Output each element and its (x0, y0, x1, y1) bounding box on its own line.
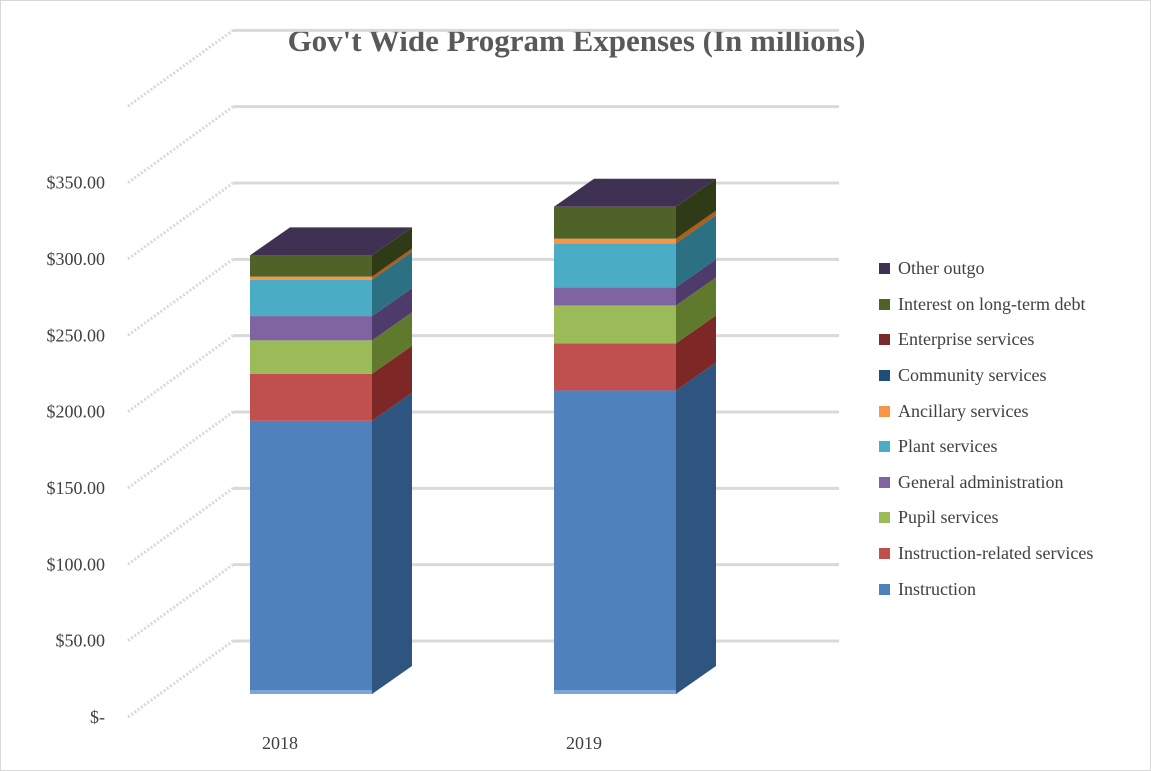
y-tick-label: $50.00 (56, 631, 106, 651)
y-tick-label: $- (90, 707, 105, 727)
bar-segment-2019-ancillary-services-side (676, 210, 716, 244)
legend-label: Instruction-related services (898, 543, 1094, 564)
legend-label: Pupil services (898, 507, 999, 528)
legend-swatch (879, 263, 890, 275)
bar-segment-2019-general-administration-side (676, 259, 716, 306)
legend-item: Other outgo (879, 251, 1149, 287)
bar-segment-2019-instruction (554, 390, 676, 694)
bar-segment-2018-interest-on-long-term-debt (250, 255, 372, 277)
legend-swatch (879, 405, 890, 417)
legend-label: Community services (898, 365, 1047, 386)
legend-swatch (879, 370, 890, 382)
bar-segment-2018-instruction (250, 420, 372, 694)
legend-label: Ancillary services (898, 400, 1029, 421)
gridline-side (127, 487, 234, 566)
gridline-side (127, 410, 234, 490)
bar-segment-2019-general-administration (554, 287, 676, 306)
legend-item: Ancillary services (879, 393, 1149, 429)
gridline-side (127, 334, 234, 413)
legend-item: Instruction-related services (879, 536, 1149, 572)
legend-swatch (879, 583, 890, 595)
gridline-side (127, 258, 234, 337)
bar-segment-2019-pupil-services (554, 305, 676, 344)
bar-segment-2018-general-administration-side (372, 288, 412, 341)
y-tick-label: $100.00 (47, 554, 106, 574)
x-category-label: 2018 (262, 733, 298, 753)
x-category-label: 2019 (566, 733, 602, 753)
legend-swatch (879, 476, 890, 488)
bar-segment-2018-instruction-side (372, 392, 412, 694)
gridline-side (127, 639, 234, 719)
bar-segment-2019-instruction-related-services (554, 343, 676, 391)
bar-stack-2018 (250, 227, 412, 694)
legend-swatch (879, 334, 890, 346)
bar-top-2019 (554, 178, 716, 207)
bar-segment-2018-ancillary-services-side (372, 248, 412, 280)
y-axis-tick-labels: $- $50.00 $100.00 $150.00 $200.00 $250.00 $300… (47, 173, 106, 727)
gridline-side (127, 563, 234, 642)
bar-segment-2018-pupil-services-side (372, 312, 412, 374)
bar-base-2019 (554, 690, 676, 694)
bar-segment-2018-general-administration (250, 316, 372, 341)
legend: Other outgo Interest on long-term debt Ent… (879, 251, 1149, 607)
bar-segment-2019-plant-services-side (676, 215, 716, 288)
bar-segment-2018-instruction-related-services-side (372, 345, 412, 421)
legend-item: Instruction (879, 571, 1149, 607)
bar-segment-2019-ancillary-services (554, 238, 676, 244)
y-tick-label: $350.00 (47, 173, 106, 193)
x-axis-category-labels: 2018 2019 (262, 733, 602, 753)
legend-item: Pupil services (879, 500, 1149, 536)
bar-segment-2018-instruction-related-services (250, 373, 372, 421)
bars (250, 178, 716, 694)
legend-swatch (879, 512, 890, 524)
y-tick-label: $150.00 (47, 478, 106, 498)
legend-item: Enterprise services (879, 322, 1149, 358)
y-tick-label: $250.00 (47, 325, 106, 345)
bar-segment-2018-pupil-services (250, 340, 372, 374)
legend-swatch (879, 441, 890, 453)
legend-label: Plant services (898, 436, 998, 457)
legend-label: Interest on long-term debt (898, 293, 1086, 314)
gridline-side (127, 105, 234, 184)
legend-item: Community services (879, 358, 1149, 394)
bar-base-2018 (250, 690, 372, 694)
gridline-side (127, 29, 234, 108)
bar-segment-2019-interest-on-long-term-debt-side (676, 178, 716, 239)
gridlines (127, 28, 839, 719)
legend-item: General administration (879, 465, 1149, 501)
bar-segment-2018-plant-services (250, 279, 372, 317)
bar-segment-2018-interest-on-long-term-debt-side (372, 227, 412, 277)
bar-segment-2019-interest-on-long-term-debt (554, 206, 676, 239)
bar-segment-2019-instruction-related-services-side (676, 315, 716, 391)
legend-swatch (879, 548, 890, 560)
legend-swatch (879, 298, 890, 310)
legend-label: Other outgo (898, 258, 985, 279)
bar-segment-2018-ancillary-services (250, 276, 372, 280)
legend-label: Enterprise services (898, 329, 1035, 350)
bar-segment-2019-plant-services (554, 243, 676, 288)
legend-item: Plant services (879, 429, 1149, 465)
bar-top-2018 (250, 227, 412, 256)
bar-stack-2019 (554, 178, 716, 694)
legend-label: General administration (898, 471, 1064, 492)
y-tick-label: $200.00 (47, 402, 106, 422)
legend-item: Interest on long-term debt (879, 287, 1149, 323)
bar-segment-2018-plant-services-side (372, 251, 412, 317)
bar-segment-2019-pupil-services-side (676, 277, 716, 344)
bar-segment-2019-instruction-side (676, 362, 716, 694)
y-tick-label: $300.00 (47, 249, 106, 269)
gridline-side (127, 181, 234, 261)
legend-label: Instruction (898, 578, 976, 599)
